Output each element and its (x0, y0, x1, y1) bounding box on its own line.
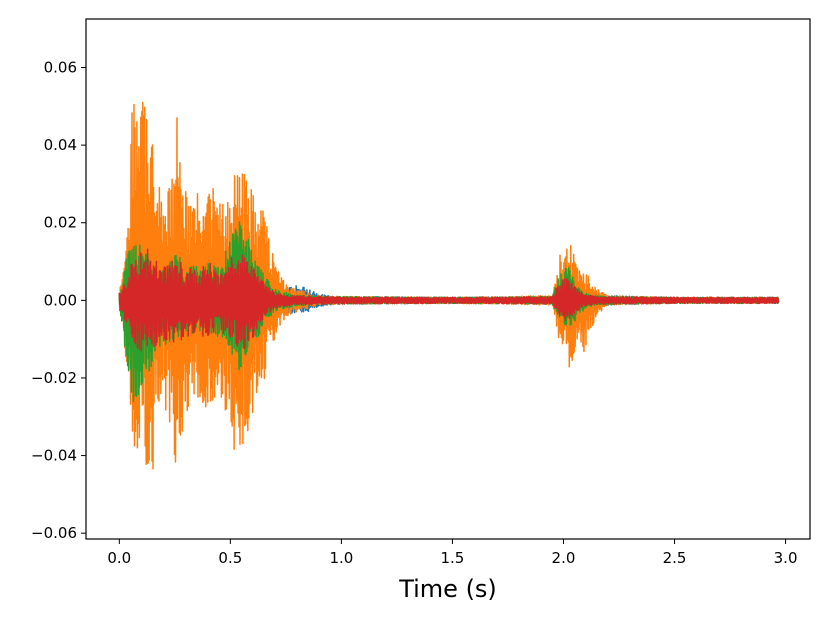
x-tick-label: 1.5 (441, 549, 465, 567)
y-tick-label: −0.02 (31, 369, 77, 387)
y-tick-label: −0.04 (31, 447, 77, 465)
x-tick-label: 3.0 (774, 549, 798, 567)
x-axis-title: Time (s) (398, 575, 497, 603)
x-tick-label: 2.5 (663, 549, 687, 567)
y-tick-label: 0.06 (44, 59, 77, 77)
ticks-layer: 0.0 0.5 1.0 1.5 2.0 2.5 3.0 −0.06 −0.04 −0.02 0.00… (31, 59, 797, 567)
y-tick-label: 0.00 (44, 291, 77, 309)
x-tick-label: 2.0 (552, 549, 576, 567)
plot-frame (85, 18, 811, 540)
series-line-4 (118, 248, 780, 352)
x-tick-label: 0.0 (107, 549, 131, 567)
y-tick-label: 0.04 (44, 136, 77, 154)
y-tick-label: 0.02 (44, 214, 77, 232)
x-tick-label: 1.0 (329, 549, 353, 567)
y-tick-label: −0.06 (31, 524, 77, 542)
series-layer (118, 101, 780, 470)
x-tick-label: 0.5 (218, 549, 242, 567)
